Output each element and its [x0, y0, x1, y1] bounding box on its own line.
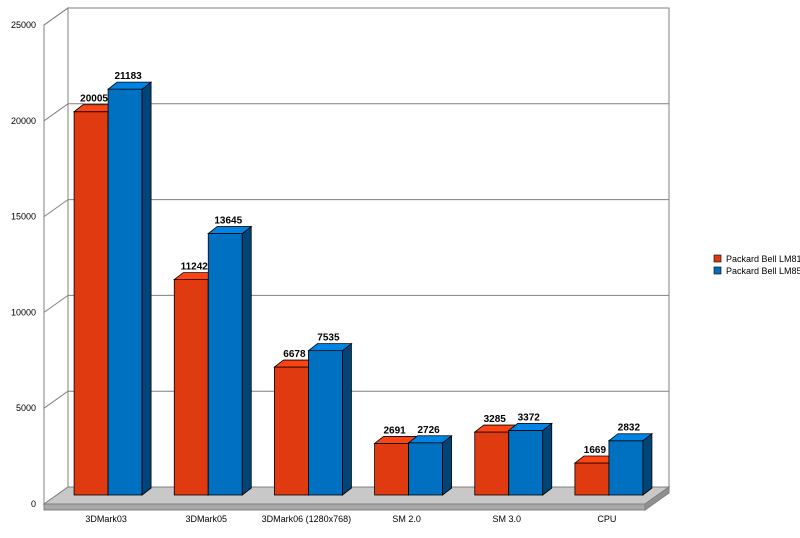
bar-top: [607, 433, 654, 442]
legend-swatch: [713, 266, 722, 275]
data-label: 11242: [181, 262, 209, 273]
data-label: 2726: [417, 425, 440, 436]
bar: [474, 431, 510, 496]
y-tick-label: 0: [31, 499, 36, 509]
bar: [274, 366, 309, 496]
gridline-side: [43, 199, 69, 218]
data-label: 7535: [317, 333, 340, 344]
data-label: 1669: [584, 445, 607, 456]
gridline-side: [43, 390, 69, 409]
legend-label: Packard Bell LM81: [726, 254, 800, 264]
bar: [308, 350, 343, 496]
y-tick-label: 15000: [11, 212, 36, 222]
x-tick-label: 3DMark05: [185, 514, 227, 524]
y-tick-label: 25000: [11, 20, 36, 30]
bar: [73, 111, 109, 496]
y-tick-label: 20000: [11, 116, 36, 126]
data-label: 21183: [114, 71, 142, 82]
bar: [608, 440, 644, 496]
bar: [107, 88, 143, 496]
legend-label: Packard Bell LM85: [726, 266, 800, 276]
y-tick-label: 5000: [16, 403, 36, 413]
bar-side: [141, 81, 152, 496]
bar-side: [642, 432, 653, 496]
data-label: 3372: [518, 412, 541, 423]
gridline-side: [43, 103, 69, 122]
bar-side: [342, 342, 352, 496]
gridline-side: [43, 7, 69, 26]
data-label: 2691: [383, 425, 406, 436]
floor-edge: [43, 503, 646, 511]
floor-side: [644, 486, 670, 511]
bar: [207, 233, 243, 496]
data-label: 13645: [214, 216, 242, 227]
bar: [574, 462, 610, 496]
bar-side: [241, 225, 252, 496]
data-label: 3285: [484, 414, 507, 425]
bar-side: [542, 422, 553, 496]
bar-top: [307, 343, 353, 352]
back-wall: [67, 7, 670, 488]
legend-swatch: [713, 254, 722, 263]
bar: [173, 279, 209, 496]
gridline-side: [43, 294, 69, 313]
data-label: 20005: [80, 94, 108, 105]
bar-side: [442, 434, 452, 496]
data-label: 6678: [283, 349, 306, 360]
side-wall: [43, 7, 69, 505]
bar-top: [407, 435, 453, 444]
bar-top: [207, 226, 253, 234]
x-tick-label: 3DMark06 (1280x768): [262, 514, 352, 524]
bar: [408, 442, 443, 496]
x-tick-label: 3DMark03: [85, 514, 127, 524]
y-tick-label: 10000: [11, 307, 36, 317]
x-tick-label: SM 2.0: [392, 514, 421, 524]
bar: [374, 443, 409, 496]
x-tick-label: SM 3.0: [492, 514, 521, 524]
data-label: 2832: [618, 423, 641, 434]
bar: [508, 429, 544, 496]
bar-top: [507, 422, 553, 431]
bar-top: [106, 81, 153, 90]
x-tick-label: CPU: [597, 514, 616, 524]
